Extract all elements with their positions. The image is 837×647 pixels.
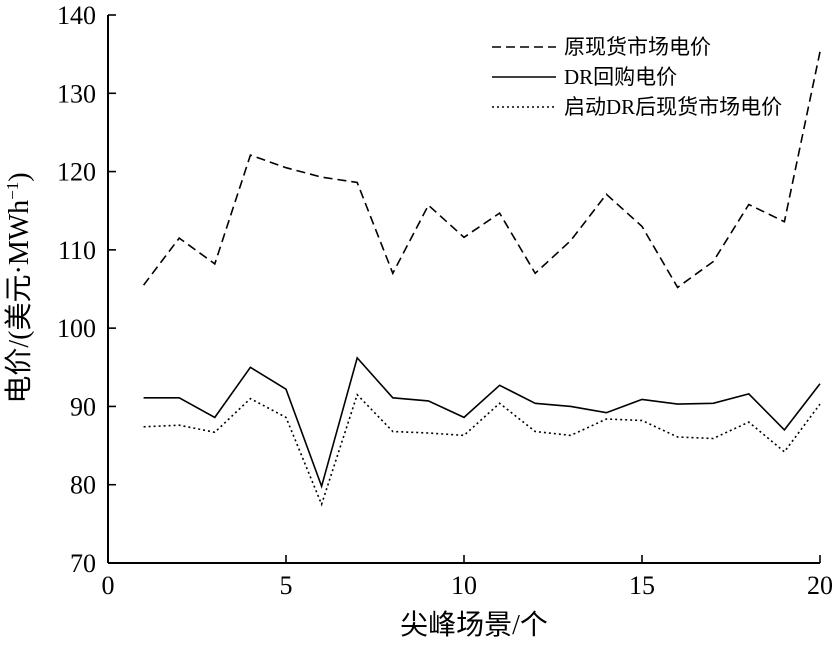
legend-label-2: DR回购电价 [564,65,677,89]
y-axis-title: 电价/(美元·MWh−1) [3,172,35,403]
x-tick-label: 10 [451,571,477,600]
y-tick-label: 110 [58,236,96,265]
legend-label-3: 启动DR后现货市场电价 [564,95,782,119]
axes: 70 80 90 100 110 120 130 140 0 5 10 15 20 [57,1,833,600]
series-line-1 [142,51,821,289]
y-tick-label: 80 [70,471,96,500]
y-tick-label: 100 [57,314,96,343]
y-tick-label: 140 [57,1,96,30]
y-tick-label: 130 [57,79,96,108]
y-tick-label: 70 [70,549,96,578]
series-layer [142,51,821,507]
series-line-2 [143,356,821,489]
y-axis-title-superscript: −1 [3,182,22,200]
x-tick-label: 20 [807,571,833,600]
legend-label-1: 原现货市场电价 [564,35,711,59]
x-axis-title: 尖峰场景/个 [400,609,548,641]
x-tick-label: 5 [280,571,293,600]
series-line-3 [143,393,821,507]
y-axis-title-main: 电价/(美元·MWh [3,200,35,404]
y-tick-label: 90 [70,392,96,421]
x-tick-label: 0 [102,571,115,600]
y-axis-title-close: ) [4,172,35,181]
y-tick-label: 120 [57,158,96,187]
x-tick-label: 15 [629,571,655,600]
